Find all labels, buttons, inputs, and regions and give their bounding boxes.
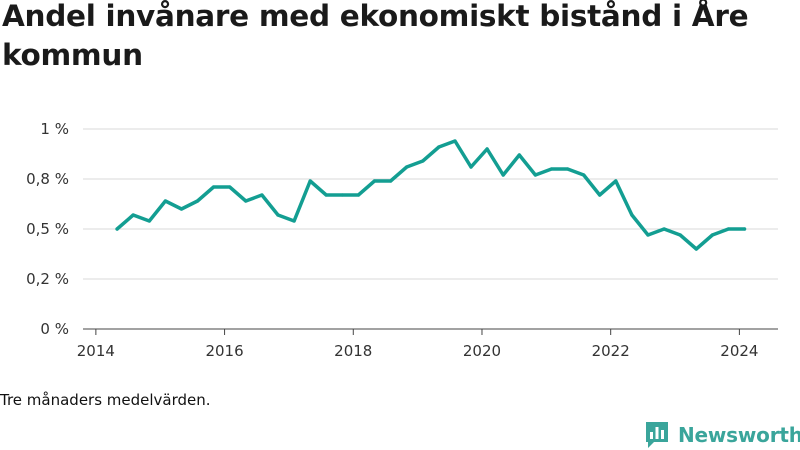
data-point <box>179 207 184 211</box>
data-point <box>726 227 731 231</box>
data-point <box>389 179 393 183</box>
data-point <box>678 233 682 237</box>
data-point <box>356 193 361 197</box>
data-point <box>372 179 377 183</box>
data-point <box>115 227 119 231</box>
data-point <box>469 165 473 169</box>
bar-chart-speech-bubble-icon <box>646 422 668 448</box>
x-tick-label: 2024 <box>720 342 758 360</box>
data-point <box>308 179 312 183</box>
data-point <box>212 185 216 189</box>
data-point <box>244 199 248 203</box>
data-point <box>549 167 554 171</box>
x-tick-label: 2016 <box>205 342 243 360</box>
data-point <box>437 145 441 149</box>
data-point <box>694 247 698 251</box>
y-tick-label: 1 % <box>40 120 69 138</box>
data-point <box>453 139 457 143</box>
chart-title: Andel invånare med ekonomiskt bistånd i … <box>2 0 749 72</box>
series-line <box>115 139 747 251</box>
chart-caption: Tre månaders medelvärden. <box>0 391 211 409</box>
x-tick-label: 2018 <box>334 342 372 360</box>
data-point <box>195 199 200 203</box>
data-point <box>614 179 618 183</box>
data-point <box>742 227 747 231</box>
y-tick-label: 0,2 % <box>26 270 69 288</box>
data-point <box>630 213 634 217</box>
data-point <box>324 193 328 197</box>
data-point <box>228 185 232 189</box>
data-point <box>533 173 537 177</box>
data-point <box>565 167 570 171</box>
data-point <box>292 219 296 223</box>
data-point <box>517 153 521 157</box>
data-point <box>598 193 602 197</box>
data-point <box>147 219 151 223</box>
x-tick-label: 2022 <box>592 342 630 360</box>
x-tick-label: 2020 <box>463 342 501 360</box>
data-point <box>421 159 425 163</box>
data-point <box>260 193 264 197</box>
newsworthy-brand[interactable]: Newsworthy <box>644 420 800 450</box>
y-tick-label: 0,8 % <box>26 170 69 188</box>
data-point <box>276 213 280 217</box>
data-point <box>710 233 714 237</box>
data-point <box>485 147 489 151</box>
data-point <box>646 233 650 237</box>
x-tick-label: 2014 <box>77 342 115 360</box>
data-point <box>662 227 666 231</box>
brand-name: Newsworthy <box>678 423 800 447</box>
data-point <box>582 173 586 177</box>
data-point <box>163 199 167 203</box>
y-tick-label: 0,5 % <box>26 220 69 238</box>
y-tick-label: 0 % <box>40 320 69 338</box>
line-chart: 0 % 0,2 % 0,5 % 0,8 % 1 % 2014 2016 2018 2020 202… <box>26 120 778 360</box>
data-point <box>501 173 505 177</box>
data-point <box>131 213 135 217</box>
data-point <box>340 193 344 197</box>
data-point <box>405 165 409 169</box>
